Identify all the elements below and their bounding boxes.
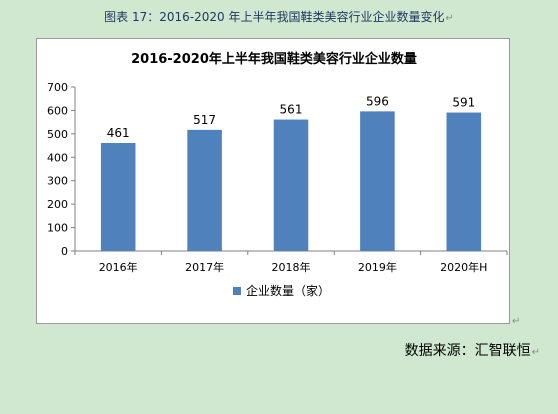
bar [100,142,136,251]
paragraph-mark-icon: ↵ [445,13,454,24]
data-label: 517 [193,113,216,127]
legend-label: 企业数量（家） [246,283,330,298]
y-tick-label: 0 [61,245,68,258]
data-label: 561 [280,103,303,117]
paragraph-mark-icon: ↵ [512,316,521,327]
bar-chart: 2016-2020年上半年我国鞋类美容行业企业数量 0 100 200 300 400 50… [47,51,508,298]
figure-caption-text: 图表 17：2016-2020 年上半年我国鞋类美容行业企业数量变化 [104,10,445,24]
y-tick-label: 300 [47,175,68,188]
x-tick-label: 2018年 [272,260,311,274]
bar [273,119,309,252]
x-tick-label: 2020年H [440,260,487,274]
x-tick-label: 2017年 [185,260,224,274]
y-tick-label: 500 [47,128,68,141]
bar [187,129,222,251]
bar [360,111,395,251]
source-note: 数据来源：汇智联恒↵ [405,340,540,360]
y-tick-label: 200 [47,198,68,211]
data-label: 461 [107,126,130,140]
source-text: 数据来源：汇智联恒 [404,343,531,359]
y-tick-label: 400 [47,151,68,164]
data-label: 591 [452,96,475,110]
data-label: 596 [366,94,389,108]
chart-title: 2016-2020年上半年我国鞋类美容行业企业数量 [131,51,417,67]
y-tick-label: 700 [47,81,68,94]
chart-container: 2016-2020年上半年我国鞋类美容行业企业数量 0 100 200 300 400 50… [36,38,510,324]
figure-caption: 图表 17：2016-2020 年上半年我国鞋类美容行业企业数量变化↵ [0,8,558,25]
x-tick-label: 2019年 [358,260,397,274]
x-tick-label: 2016年 [99,260,138,274]
y-tick-label: 600 [47,104,68,117]
bar [446,112,482,251]
y-tick-label: 100 [47,222,68,235]
paragraph-mark-icon: ↵ [531,347,540,358]
legend-swatch [233,287,241,295]
